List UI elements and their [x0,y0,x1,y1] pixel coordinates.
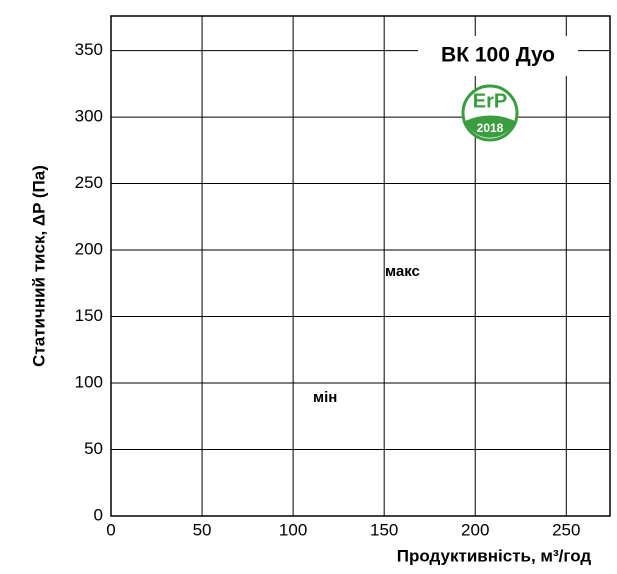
y-axis-label: Статичний тиск, ΔP (Па) [29,165,48,367]
badge-band [465,115,515,138]
y-tick-label: 250 [75,173,103,192]
y-tick-label: 300 [75,107,103,126]
series-label: мін [313,389,337,406]
y-tick-label: 200 [75,240,103,259]
x-tick-label: 0 [106,520,115,539]
x-axis-label: Продуктивність, м³/год [397,546,592,565]
x-tick-label: 250 [552,520,580,539]
badge-text: ErP [473,90,507,112]
x-tick-label: 150 [370,520,398,539]
x-tick-label: 200 [461,520,489,539]
y-tick-label: 150 [75,306,103,325]
title-box [418,36,578,76]
series-label: макс [385,263,420,280]
x-tick-label: 50 [193,520,212,539]
chart-title: ВК 100 Дуо [441,44,555,67]
badge-year: 2018 [477,121,504,135]
x-tick-label: 100 [279,520,307,539]
y-tick-label: 0 [94,505,103,524]
y-tick-label: 350 [75,40,103,59]
y-tick-label: 50 [84,439,103,458]
erp-badge: ErP 2018 [461,84,519,142]
y-tick-label: 100 [75,373,103,392]
plot-frame [110,15,611,517]
